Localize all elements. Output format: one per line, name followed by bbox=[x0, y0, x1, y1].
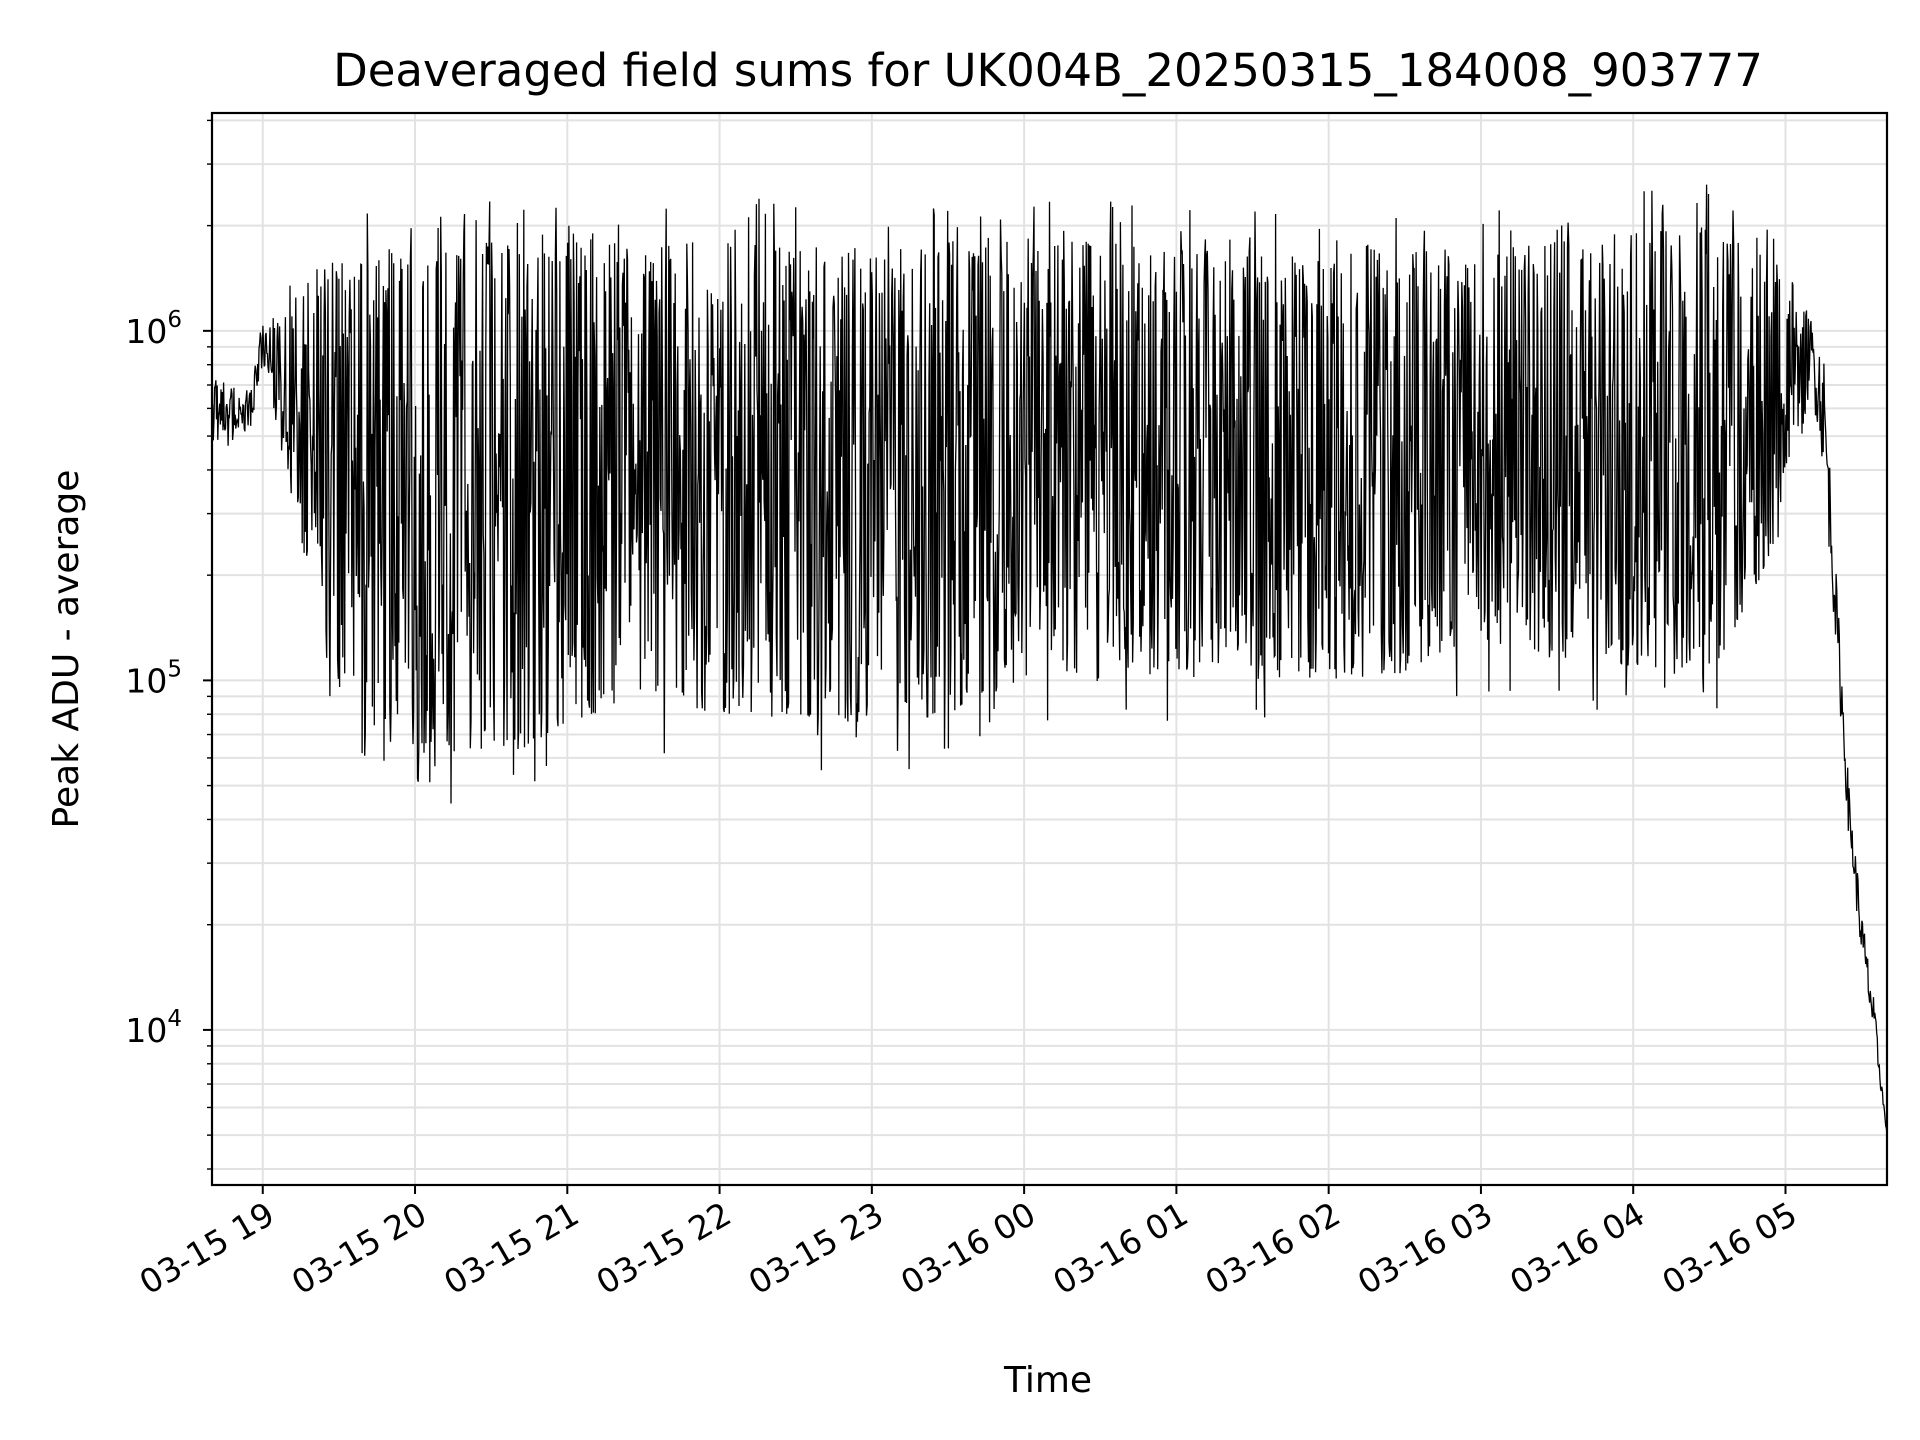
x-axis-label: Time bbox=[1003, 1360, 1092, 1401]
x-tick-label: 03-16 05 bbox=[1655, 1194, 1803, 1302]
x-tick-label: 03-16 01 bbox=[1046, 1194, 1194, 1302]
y-axis-label: Peak ADU - average bbox=[46, 470, 87, 829]
y-tick-label: 104 bbox=[125, 1006, 182, 1050]
plot-frame bbox=[210, 111, 1889, 1187]
x-tick-label: 03-16 00 bbox=[894, 1194, 1042, 1302]
x-tick-label: 03-16 04 bbox=[1503, 1194, 1651, 1302]
x-tick-label: 03-15 19 bbox=[133, 1194, 281, 1302]
y-tick-label: 106 bbox=[125, 307, 182, 351]
x-tick-label: 03-15 23 bbox=[742, 1194, 890, 1302]
x-tick-label: 03-16 03 bbox=[1351, 1194, 1499, 1302]
x-tick-label: 03-15 20 bbox=[285, 1194, 433, 1302]
x-tick-label: 03-15 21 bbox=[437, 1194, 585, 1302]
x-tick-label: 03-16 02 bbox=[1199, 1194, 1347, 1302]
grid-lines bbox=[212, 113, 1887, 1185]
chart-title: Deaveraged field sums for UK004B_2025031… bbox=[333, 44, 1763, 97]
series-line bbox=[211, 184, 1888, 1136]
x-tick-label: 03-15 22 bbox=[590, 1194, 738, 1302]
y-tick-label: 105 bbox=[125, 656, 182, 700]
